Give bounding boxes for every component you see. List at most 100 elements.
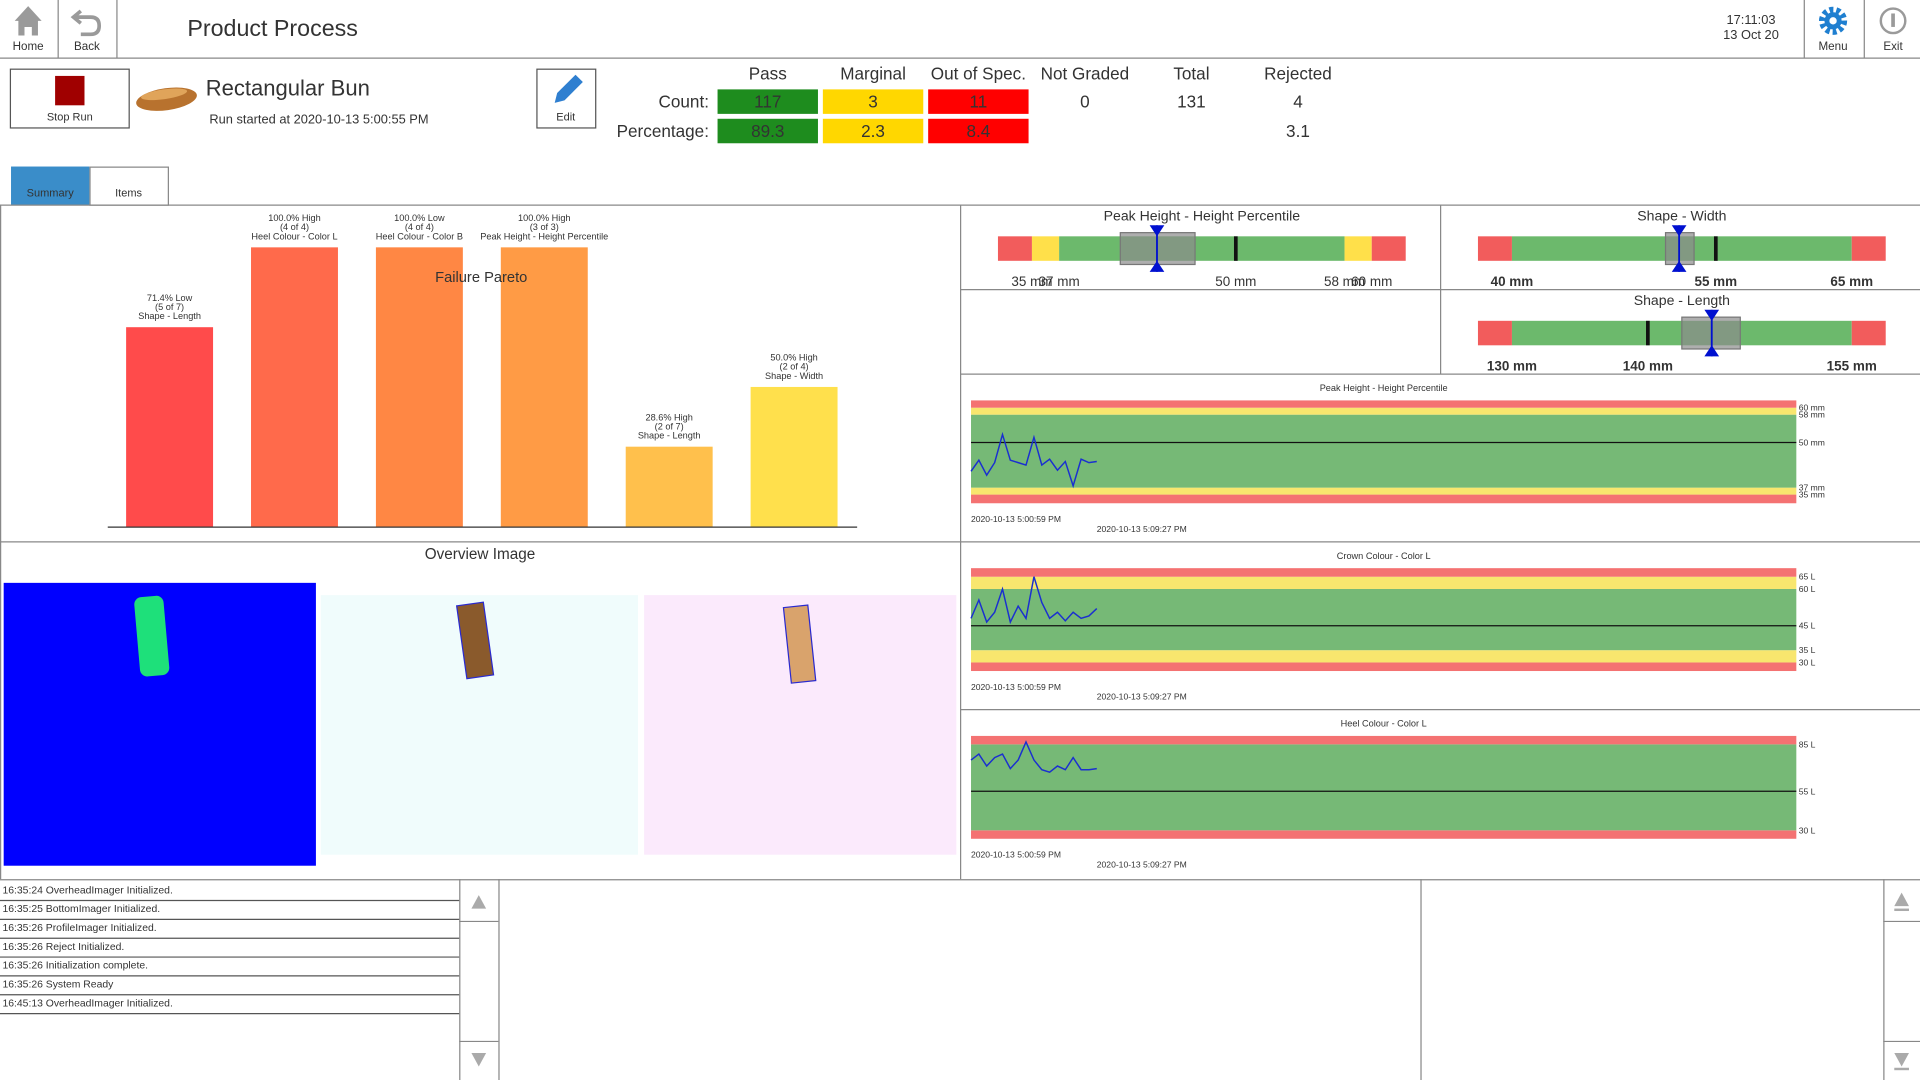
stat-value: 3.1 bbox=[1286, 121, 1310, 141]
gauge-zone bbox=[1851, 236, 1886, 261]
stat-value: 8.4 bbox=[966, 121, 990, 141]
edit-button[interactable]: Edit bbox=[536, 68, 597, 129]
log-line: 16:35:26 ProfileImager Initialized. bbox=[2, 923, 156, 934]
y-tick-label: 30 L bbox=[1799, 657, 1816, 667]
gauge-marker-top bbox=[1149, 225, 1165, 237]
x-tick-label: 2020-10-13 5:00:59 PM bbox=[971, 850, 1061, 860]
tab-summary-label[interactable]: Summary bbox=[27, 187, 75, 199]
edit-label: Edit bbox=[556, 112, 575, 124]
panel-scroll-down[interactable] bbox=[1894, 1053, 1909, 1067]
gauge-zone bbox=[1477, 320, 1512, 346]
trend-zone bbox=[971, 735, 1797, 745]
tab-summary[interactable] bbox=[11, 166, 90, 205]
trend-zone bbox=[971, 588, 1797, 651]
x-tick-label: 2020-10-13 5:09:27 PM bbox=[1097, 524, 1187, 534]
y-tick-label: 35 L bbox=[1799, 645, 1816, 655]
panel-scroll-up[interactable] bbox=[1894, 892, 1909, 907]
log-scroll-up[interactable] bbox=[471, 895, 487, 909]
trend-zone bbox=[971, 662, 1797, 672]
stat-cell bbox=[822, 118, 924, 144]
bar-value-label: 100.0% Low bbox=[394, 213, 445, 223]
stat-cell bbox=[717, 89, 818, 114]
bun-highlight bbox=[141, 88, 188, 101]
product-name: Rectangular Bun bbox=[206, 76, 370, 101]
bar-detail-label: (5 of 7) bbox=[155, 302, 184, 312]
y-tick-label: 30 L bbox=[1799, 825, 1816, 835]
panel-scroll-down-bar[interactable] bbox=[1894, 1067, 1909, 1071]
panel-scroll-up-bar[interactable] bbox=[1894, 908, 1909, 912]
exit-label: Exit bbox=[1883, 40, 1903, 53]
bar-value-label: 100.0% High bbox=[518, 213, 571, 223]
gauge-tick-label: 55 mm bbox=[1694, 274, 1737, 289]
stat-value: 3 bbox=[868, 92, 878, 112]
gauge-marker-top bbox=[1704, 309, 1720, 321]
home-label: Home bbox=[13, 40, 44, 53]
trend-zone bbox=[971, 830, 1797, 839]
gauge-tick-label: 140 mm bbox=[1623, 359, 1673, 374]
stop-run-button[interactable]: Stop Run bbox=[9, 68, 130, 129]
bar-category-label: Peak Height - Height Percentile bbox=[480, 231, 608, 241]
exit-icon-ring bbox=[1879, 7, 1907, 35]
gauge-zone bbox=[1059, 236, 1345, 261]
x-tick-label: 2020-10-13 5:00:59 PM bbox=[971, 514, 1061, 524]
menu-button[interactable]: Menu bbox=[1818, 6, 1848, 53]
gauge-title: Shape - Width bbox=[1637, 208, 1726, 224]
stat-value: 0 bbox=[1080, 92, 1090, 112]
bar-category-label: Shape - Length bbox=[138, 311, 201, 321]
back-icon bbox=[70, 9, 102, 37]
stat-header: Marginal bbox=[840, 63, 906, 83]
trend-zone bbox=[971, 487, 1797, 495]
trend-zone bbox=[971, 494, 1797, 504]
bar-value-label: 50.0% High bbox=[770, 353, 817, 363]
gauge-tick-label: 130 mm bbox=[1487, 359, 1537, 374]
stat-header: Rejected bbox=[1264, 63, 1332, 83]
gauge-target bbox=[1713, 236, 1718, 261]
log-scroll-down[interactable] bbox=[471, 1053, 487, 1067]
overview-images bbox=[3, 582, 957, 866]
y-tick-label: 60 mm bbox=[1799, 403, 1825, 413]
y-tick-label: 35 mm bbox=[1799, 490, 1825, 500]
trend-title: Peak Height - Height Percentile bbox=[1320, 383, 1448, 393]
exit-button[interactable]: Exit bbox=[1879, 7, 1907, 53]
stop-icon bbox=[55, 75, 85, 106]
stat-value: 4 bbox=[1293, 92, 1303, 112]
x-tick-label: 2020-10-13 5:09:27 PM bbox=[1097, 692, 1187, 702]
tab-items[interactable] bbox=[89, 166, 169, 206]
bar-category-label: Heel Colour - Color B bbox=[376, 231, 463, 241]
stat-value: 11 bbox=[969, 92, 987, 112]
stat-cell bbox=[717, 118, 818, 144]
stat-row-label: Count: bbox=[659, 92, 709, 112]
gauge-tick-label: 35 mm bbox=[1011, 274, 1052, 289]
log-line: 16:35:25 BottomImager Initialized. bbox=[2, 904, 160, 915]
x-tick-label: 2020-10-13 5:00:59 PM bbox=[971, 682, 1061, 692]
bar-category-label: Heel Colour - Color L bbox=[251, 231, 337, 241]
y-tick-label: 45 L bbox=[1799, 621, 1816, 631]
trend-zone bbox=[971, 414, 1797, 488]
stat-cell bbox=[822, 89, 924, 114]
gauge-tick-label: 58 mm bbox=[1324, 274, 1365, 289]
stat-row-label: Percentage: bbox=[617, 121, 709, 141]
gauge-zone bbox=[1851, 320, 1886, 346]
stat-header: Not Graded bbox=[1041, 63, 1130, 83]
profile-bun bbox=[782, 604, 817, 684]
stat-value: 117 bbox=[754, 92, 781, 112]
gauge-tick-label: 60 mm bbox=[1351, 274, 1392, 289]
pareto-bar bbox=[375, 247, 463, 527]
tab-items-label[interactable]: Items bbox=[115, 187, 142, 199]
back-button[interactable]: Back bbox=[70, 9, 102, 53]
log-line: 16:35:26 Initialization complete. bbox=[2, 961, 148, 972]
pareto-bar bbox=[251, 247, 338, 527]
trend-zone bbox=[971, 576, 1797, 589]
gear-teeth bbox=[1818, 6, 1848, 35]
bar-detail-label: (3 of 3) bbox=[530, 222, 559, 232]
gauge-zone bbox=[997, 236, 1032, 261]
stat-header: Pass bbox=[749, 63, 787, 83]
run-started: Run started at 2020-10-13 5:00:55 PM bbox=[209, 111, 428, 126]
bar-value-label: 28.6% High bbox=[645, 412, 692, 422]
gauge-target bbox=[1646, 320, 1650, 346]
gauge-marker-bottom bbox=[1671, 260, 1687, 272]
trend-zone bbox=[971, 400, 1797, 408]
stat-header: Total bbox=[1173, 63, 1209, 83]
gauge-zone bbox=[1344, 236, 1372, 261]
